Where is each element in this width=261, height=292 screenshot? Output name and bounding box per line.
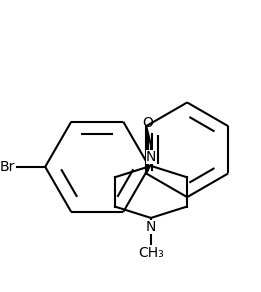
Text: N: N xyxy=(146,150,156,164)
Text: N: N xyxy=(146,220,156,234)
Text: Br: Br xyxy=(0,160,15,174)
Text: CH₃: CH₃ xyxy=(138,246,164,260)
Text: O: O xyxy=(142,117,153,131)
